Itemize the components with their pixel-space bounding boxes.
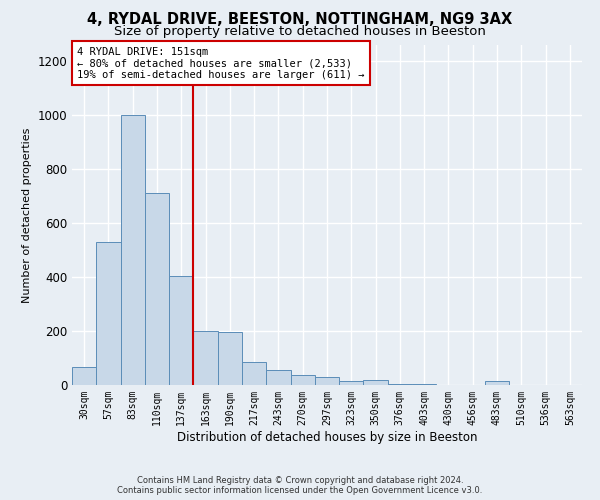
Bar bbox=[485, 381, 509, 385]
Bar bbox=[412, 384, 436, 385]
Text: Contains HM Land Registry data © Crown copyright and database right 2024.
Contai: Contains HM Land Registry data © Crown c… bbox=[118, 476, 482, 495]
Bar bbox=[193, 331, 218, 385]
Text: 4 RYDAL DRIVE: 151sqm
← 80% of detached houses are smaller (2,533)
19% of semi-d: 4 RYDAL DRIVE: 151sqm ← 80% of detached … bbox=[77, 46, 365, 80]
Bar bbox=[121, 115, 145, 385]
Bar bbox=[266, 370, 290, 385]
Text: 4, RYDAL DRIVE, BEESTON, NOTTINGHAM, NG9 3AX: 4, RYDAL DRIVE, BEESTON, NOTTINGHAM, NG9… bbox=[88, 12, 512, 28]
Bar bbox=[72, 368, 96, 385]
X-axis label: Distribution of detached houses by size in Beeston: Distribution of detached houses by size … bbox=[177, 430, 477, 444]
Bar bbox=[388, 384, 412, 385]
Y-axis label: Number of detached properties: Number of detached properties bbox=[22, 128, 32, 302]
Bar bbox=[315, 378, 339, 385]
Bar bbox=[169, 276, 193, 385]
Bar bbox=[339, 381, 364, 385]
Text: Size of property relative to detached houses in Beeston: Size of property relative to detached ho… bbox=[114, 25, 486, 38]
Bar bbox=[242, 362, 266, 385]
Bar bbox=[96, 242, 121, 385]
Bar bbox=[145, 194, 169, 385]
Bar bbox=[290, 374, 315, 385]
Bar bbox=[364, 380, 388, 385]
Bar bbox=[218, 332, 242, 385]
